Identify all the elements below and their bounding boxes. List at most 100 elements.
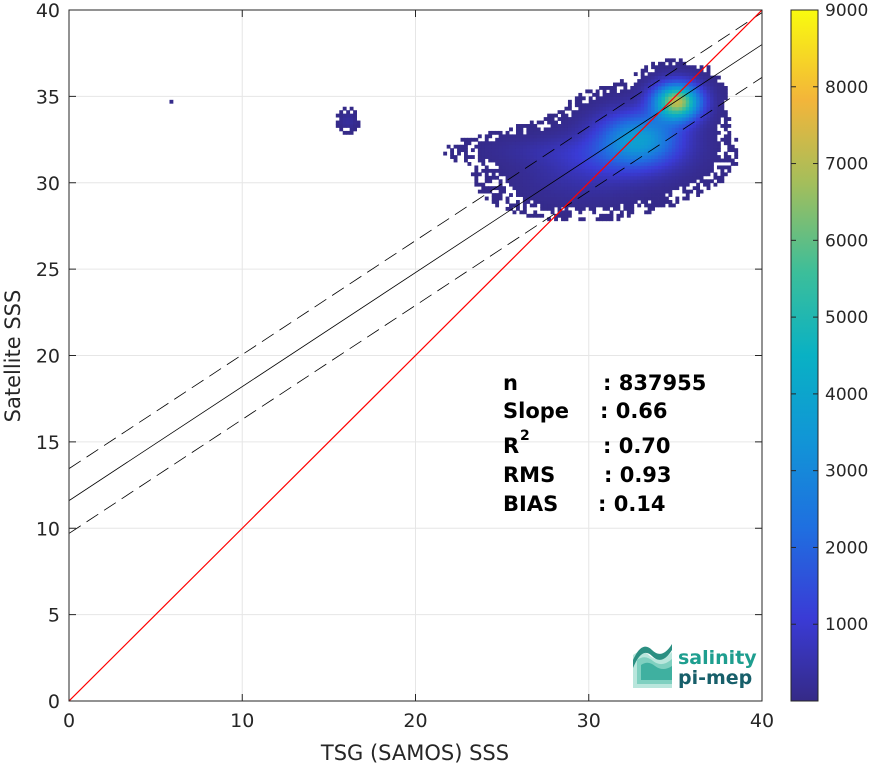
density-cell [703,168,707,173]
density-cell [651,120,655,125]
density-cell [654,106,659,111]
density-cell [654,200,659,204]
density-cell [685,193,690,197]
density-cell [613,96,617,101]
density-cell [706,130,711,135]
density-cell [606,206,610,211]
density-cell [578,103,583,108]
density-cell [599,193,604,197]
density-cell [606,186,610,191]
density-cell [592,120,597,125]
density-cell [640,106,645,111]
density-cell [626,127,631,132]
density-cell [716,148,721,153]
density-cell [495,137,500,142]
density-cell [723,151,728,156]
density-cell [581,158,586,163]
density-cell [706,65,711,70]
density-cell [661,193,666,197]
density-cell [578,120,583,125]
density-cell [495,144,500,149]
density-cell [592,172,597,177]
density-cell [609,96,614,101]
density-cell [540,203,545,208]
density-cell [522,210,527,215]
density-cell [543,165,548,170]
density-cell [595,106,600,111]
density-cell [526,162,531,166]
density-cell [671,82,676,87]
density-cell [557,130,562,135]
density-cell [564,179,569,184]
density-cell [529,186,534,191]
density-cell [671,106,676,111]
density-cell [599,86,604,90]
density-cell [592,151,597,156]
density-cell [616,134,621,139]
density-cell [651,151,655,156]
density-cell [571,130,576,135]
density-cell [668,82,673,87]
density-cell [696,144,701,149]
density-cell [654,155,659,159]
density-cell [460,137,465,142]
density-cell [710,151,714,156]
density-cell [602,158,607,163]
density-cell [619,137,624,142]
density-cell [613,82,617,87]
density-cell [644,65,649,70]
density-cell [526,179,531,184]
density-cell [633,89,638,94]
density-cell [595,186,600,191]
density-cell [678,58,683,63]
density-cell [644,113,649,118]
density-cell [706,179,711,184]
density-cell [630,165,635,170]
density-cell [595,168,600,173]
density-cell [613,99,617,104]
density-cell [495,196,500,201]
density-cell [557,117,562,121]
density-cell [644,141,649,146]
density-cell [689,168,694,173]
density-cell [550,144,555,149]
density-cell [515,165,520,170]
density-cell [671,175,676,180]
density-cell [658,155,662,159]
density-cell [703,144,707,149]
density-cell [574,175,579,180]
density-cell [685,106,690,111]
density-cell [533,162,538,166]
density-cell [710,137,714,142]
density-cell [651,110,655,115]
density-cell [623,134,628,139]
density-cell [685,168,690,173]
density-cell [623,148,628,153]
density-cell [561,186,565,191]
density-cell [710,106,714,111]
density-cell [651,172,655,177]
density-cell [554,120,558,125]
density-cell [633,124,638,128]
density-cell [626,89,631,94]
density-cell [346,110,351,115]
density-cell [547,117,552,121]
density-cell [685,134,690,139]
density-cell [671,92,676,97]
density-cell [651,89,655,94]
y-tick-label: 30 [36,173,60,195]
density-cell [637,79,642,83]
density-cell [720,92,725,97]
density-cell [644,203,649,208]
density-cell [661,148,666,153]
density-cell [491,141,496,146]
density-cell [613,165,617,170]
density-cell [502,134,506,139]
density-cell [592,206,597,211]
density-cell [581,203,586,208]
density-cell [349,124,354,128]
density-cell [633,189,638,194]
density-cell [509,155,513,159]
density-cell [588,96,593,101]
